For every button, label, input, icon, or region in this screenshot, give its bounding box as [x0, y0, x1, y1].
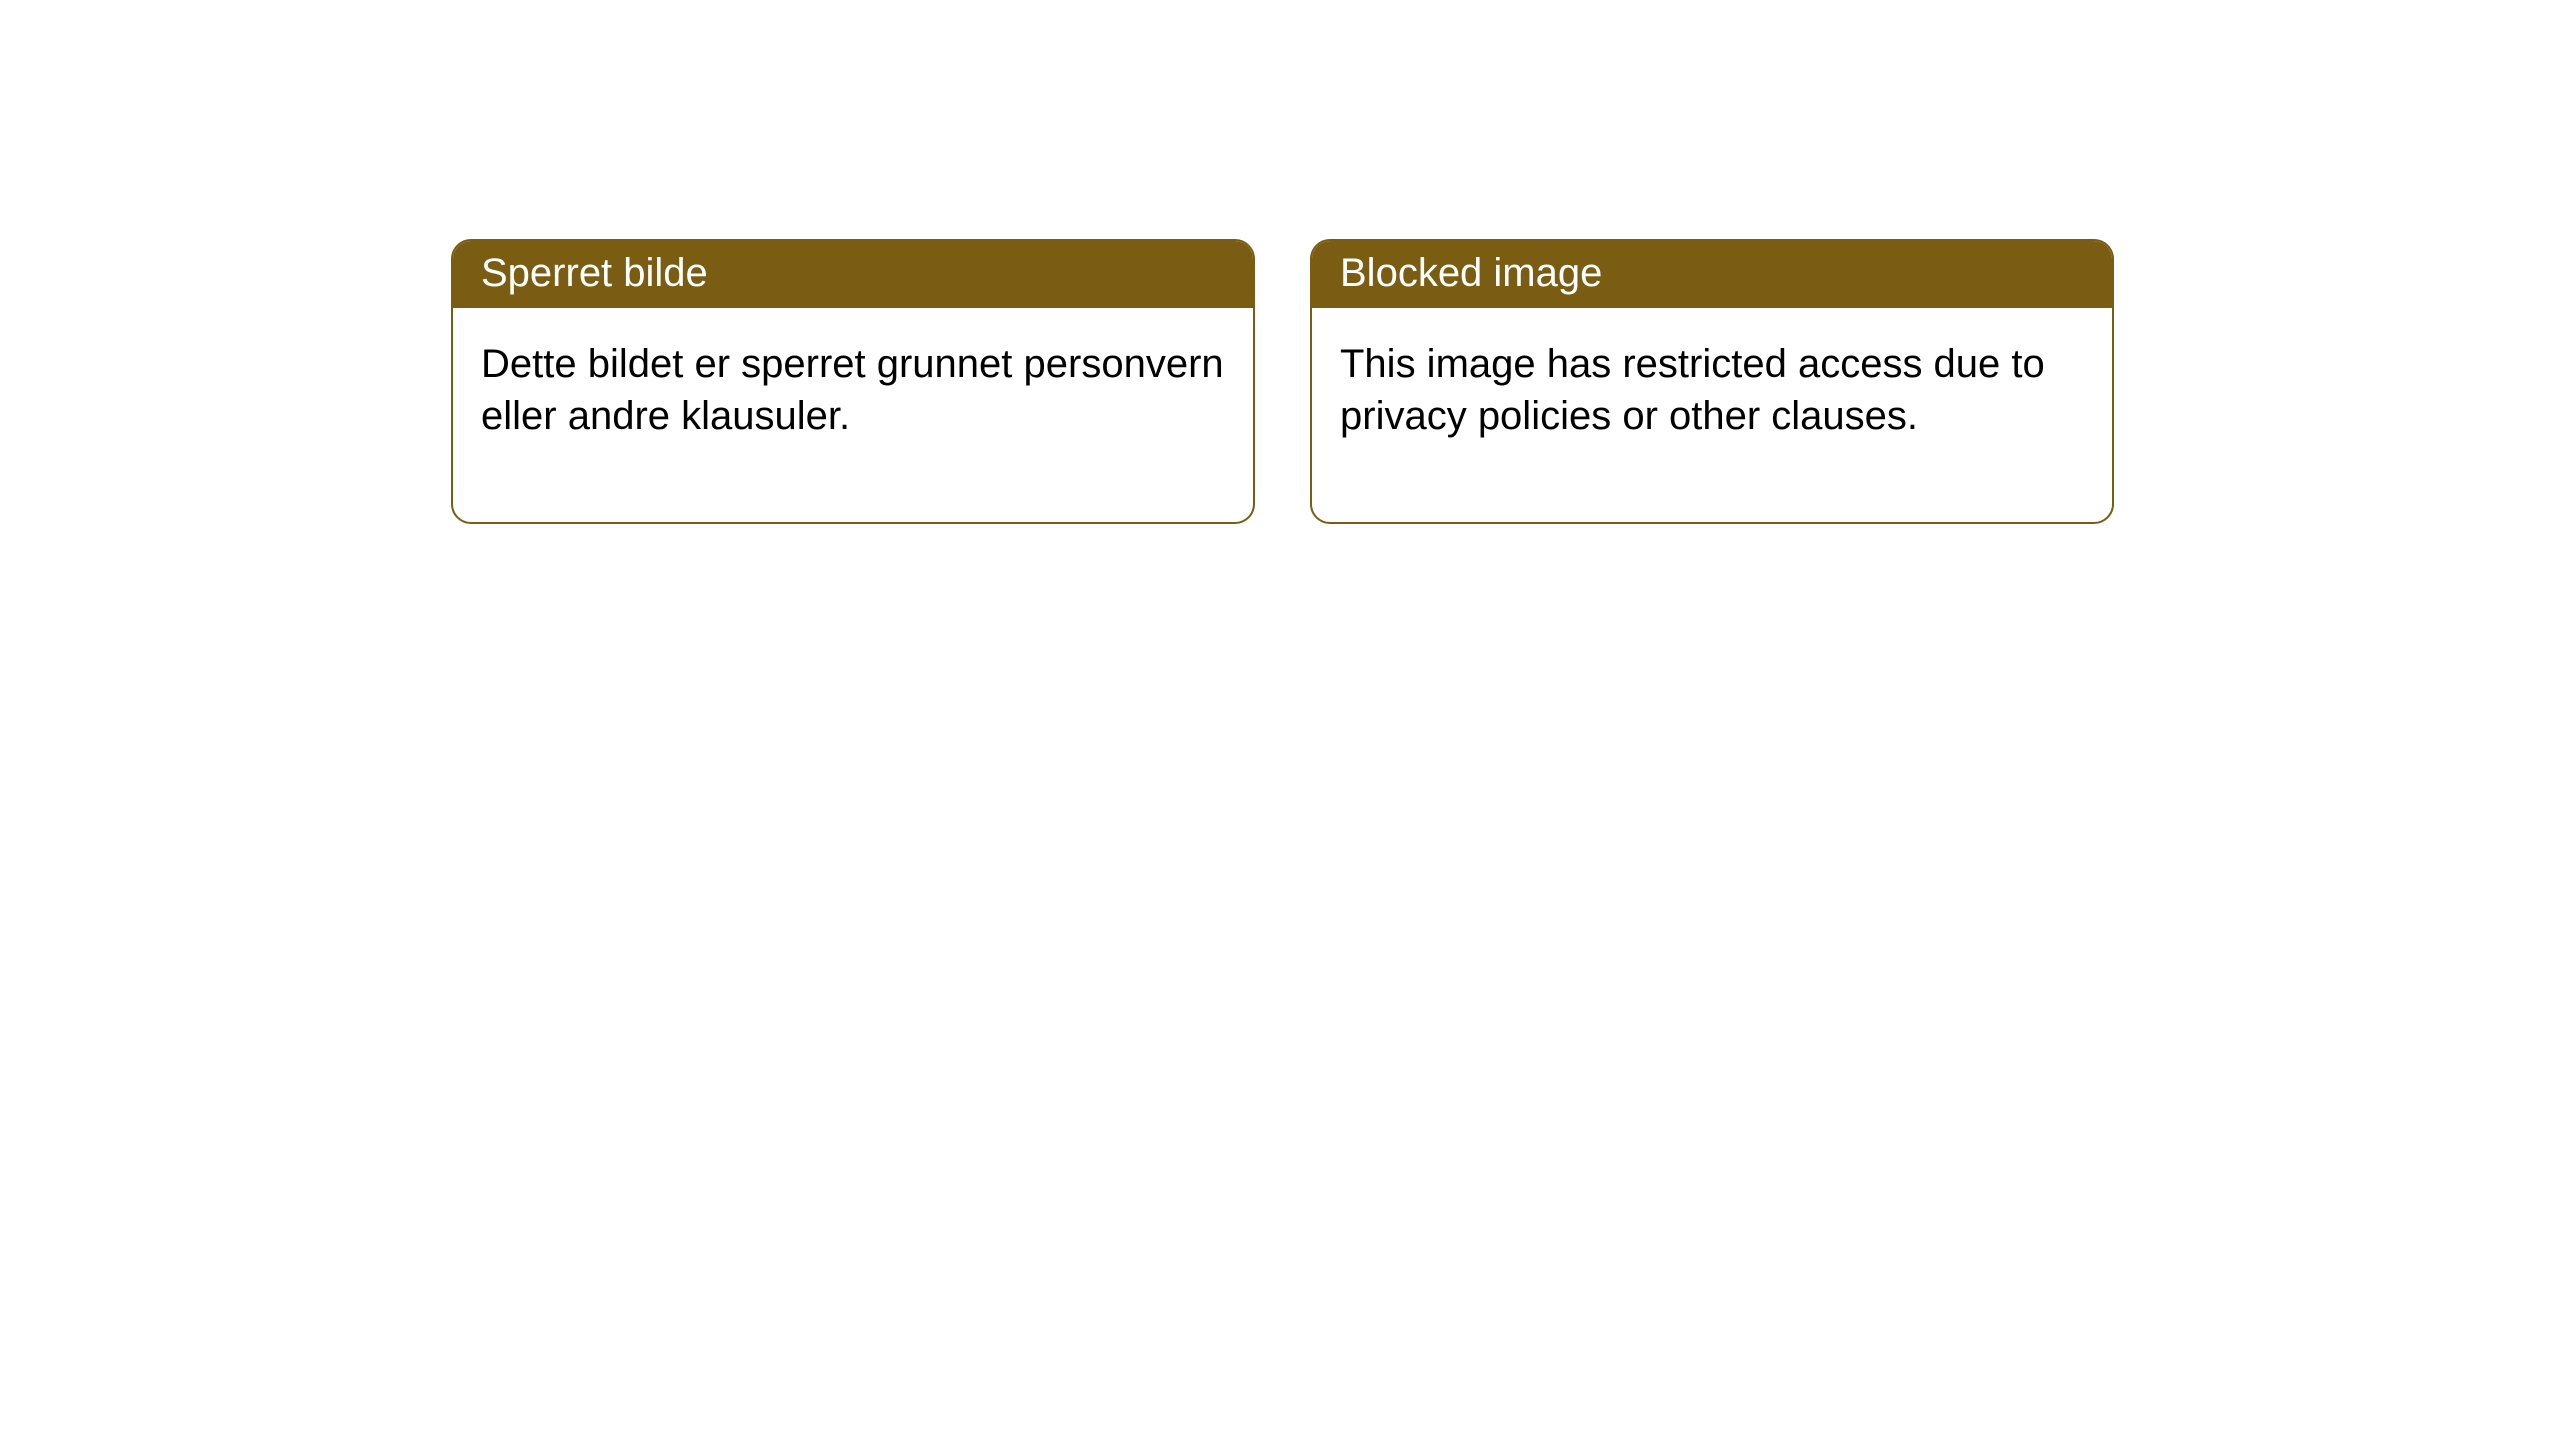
notice-header: Sperret bilde	[453, 241, 1253, 308]
notice-body-text: This image has restricted access due to …	[1340, 342, 2045, 438]
notice-body: This image has restricted access due to …	[1312, 308, 2112, 522]
notice-body-text: Dette bildet er sperret grunnet personve…	[481, 342, 1224, 438]
notice-body: Dette bildet er sperret grunnet personve…	[453, 308, 1253, 522]
notice-container: Sperret bilde Dette bildet er sperret gr…	[451, 239, 2114, 524]
notice-card-norwegian: Sperret bilde Dette bildet er sperret gr…	[451, 239, 1255, 524]
notice-title: Blocked image	[1340, 251, 1602, 295]
notice-title: Sperret bilde	[481, 251, 708, 295]
notice-card-english: Blocked image This image has restricted …	[1310, 239, 2114, 524]
notice-header: Blocked image	[1312, 241, 2112, 308]
